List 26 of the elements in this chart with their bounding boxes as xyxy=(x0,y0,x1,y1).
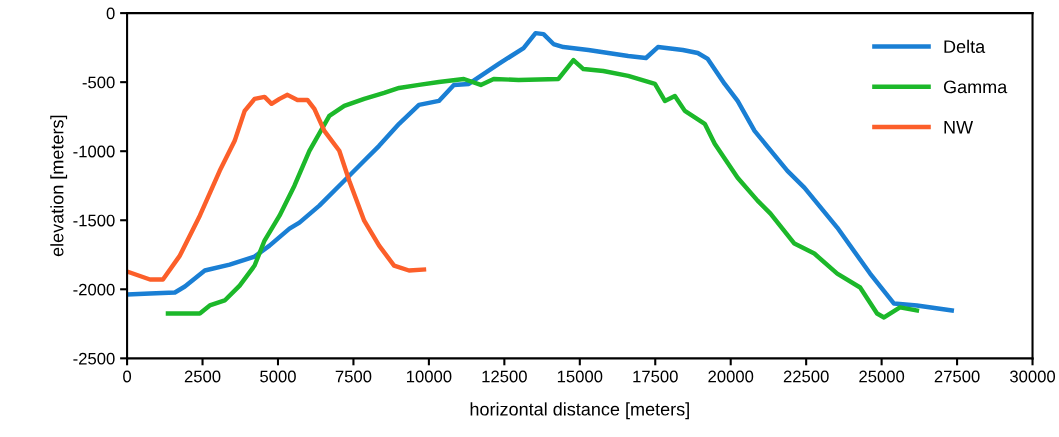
x-tick-label: 20000 xyxy=(708,370,754,383)
x-tick-label: 30000 xyxy=(1009,370,1056,383)
x-tick-label: 10000 xyxy=(407,370,452,383)
x-tick-label: 22500 xyxy=(783,370,829,383)
y-tick-label: 0 xyxy=(106,7,115,20)
x-tick-label: 27500 xyxy=(934,370,980,383)
x-tick-label: 2500 xyxy=(184,370,221,383)
y-tick-label: -1000 xyxy=(73,145,115,158)
x-axis-title: horizontal distance [meters] xyxy=(470,402,689,420)
y-tick-label: -2500 xyxy=(73,352,115,365)
x-tick-label: 7500 xyxy=(335,370,372,383)
y-tick-label: -2000 xyxy=(73,283,115,296)
x-tick-label: 25000 xyxy=(859,370,905,383)
x-tick-label: 0 xyxy=(123,370,132,383)
legend-label: NW xyxy=(944,120,974,134)
line-series xyxy=(127,92,427,282)
legend-label: Gamma xyxy=(943,80,1008,94)
x-tick-label: 12500 xyxy=(482,370,527,383)
y-axis-title: elevation [meters] xyxy=(50,115,68,257)
x-tick-label: 17500 xyxy=(633,370,678,383)
y-tick-label: -500 xyxy=(82,76,115,89)
x-tick-label: 5000 xyxy=(260,370,296,383)
legend-label: Delta xyxy=(944,39,986,53)
line-series xyxy=(165,57,920,320)
y-tick-label: -1500 xyxy=(73,214,115,227)
x-tick-label: 15000 xyxy=(557,370,603,383)
